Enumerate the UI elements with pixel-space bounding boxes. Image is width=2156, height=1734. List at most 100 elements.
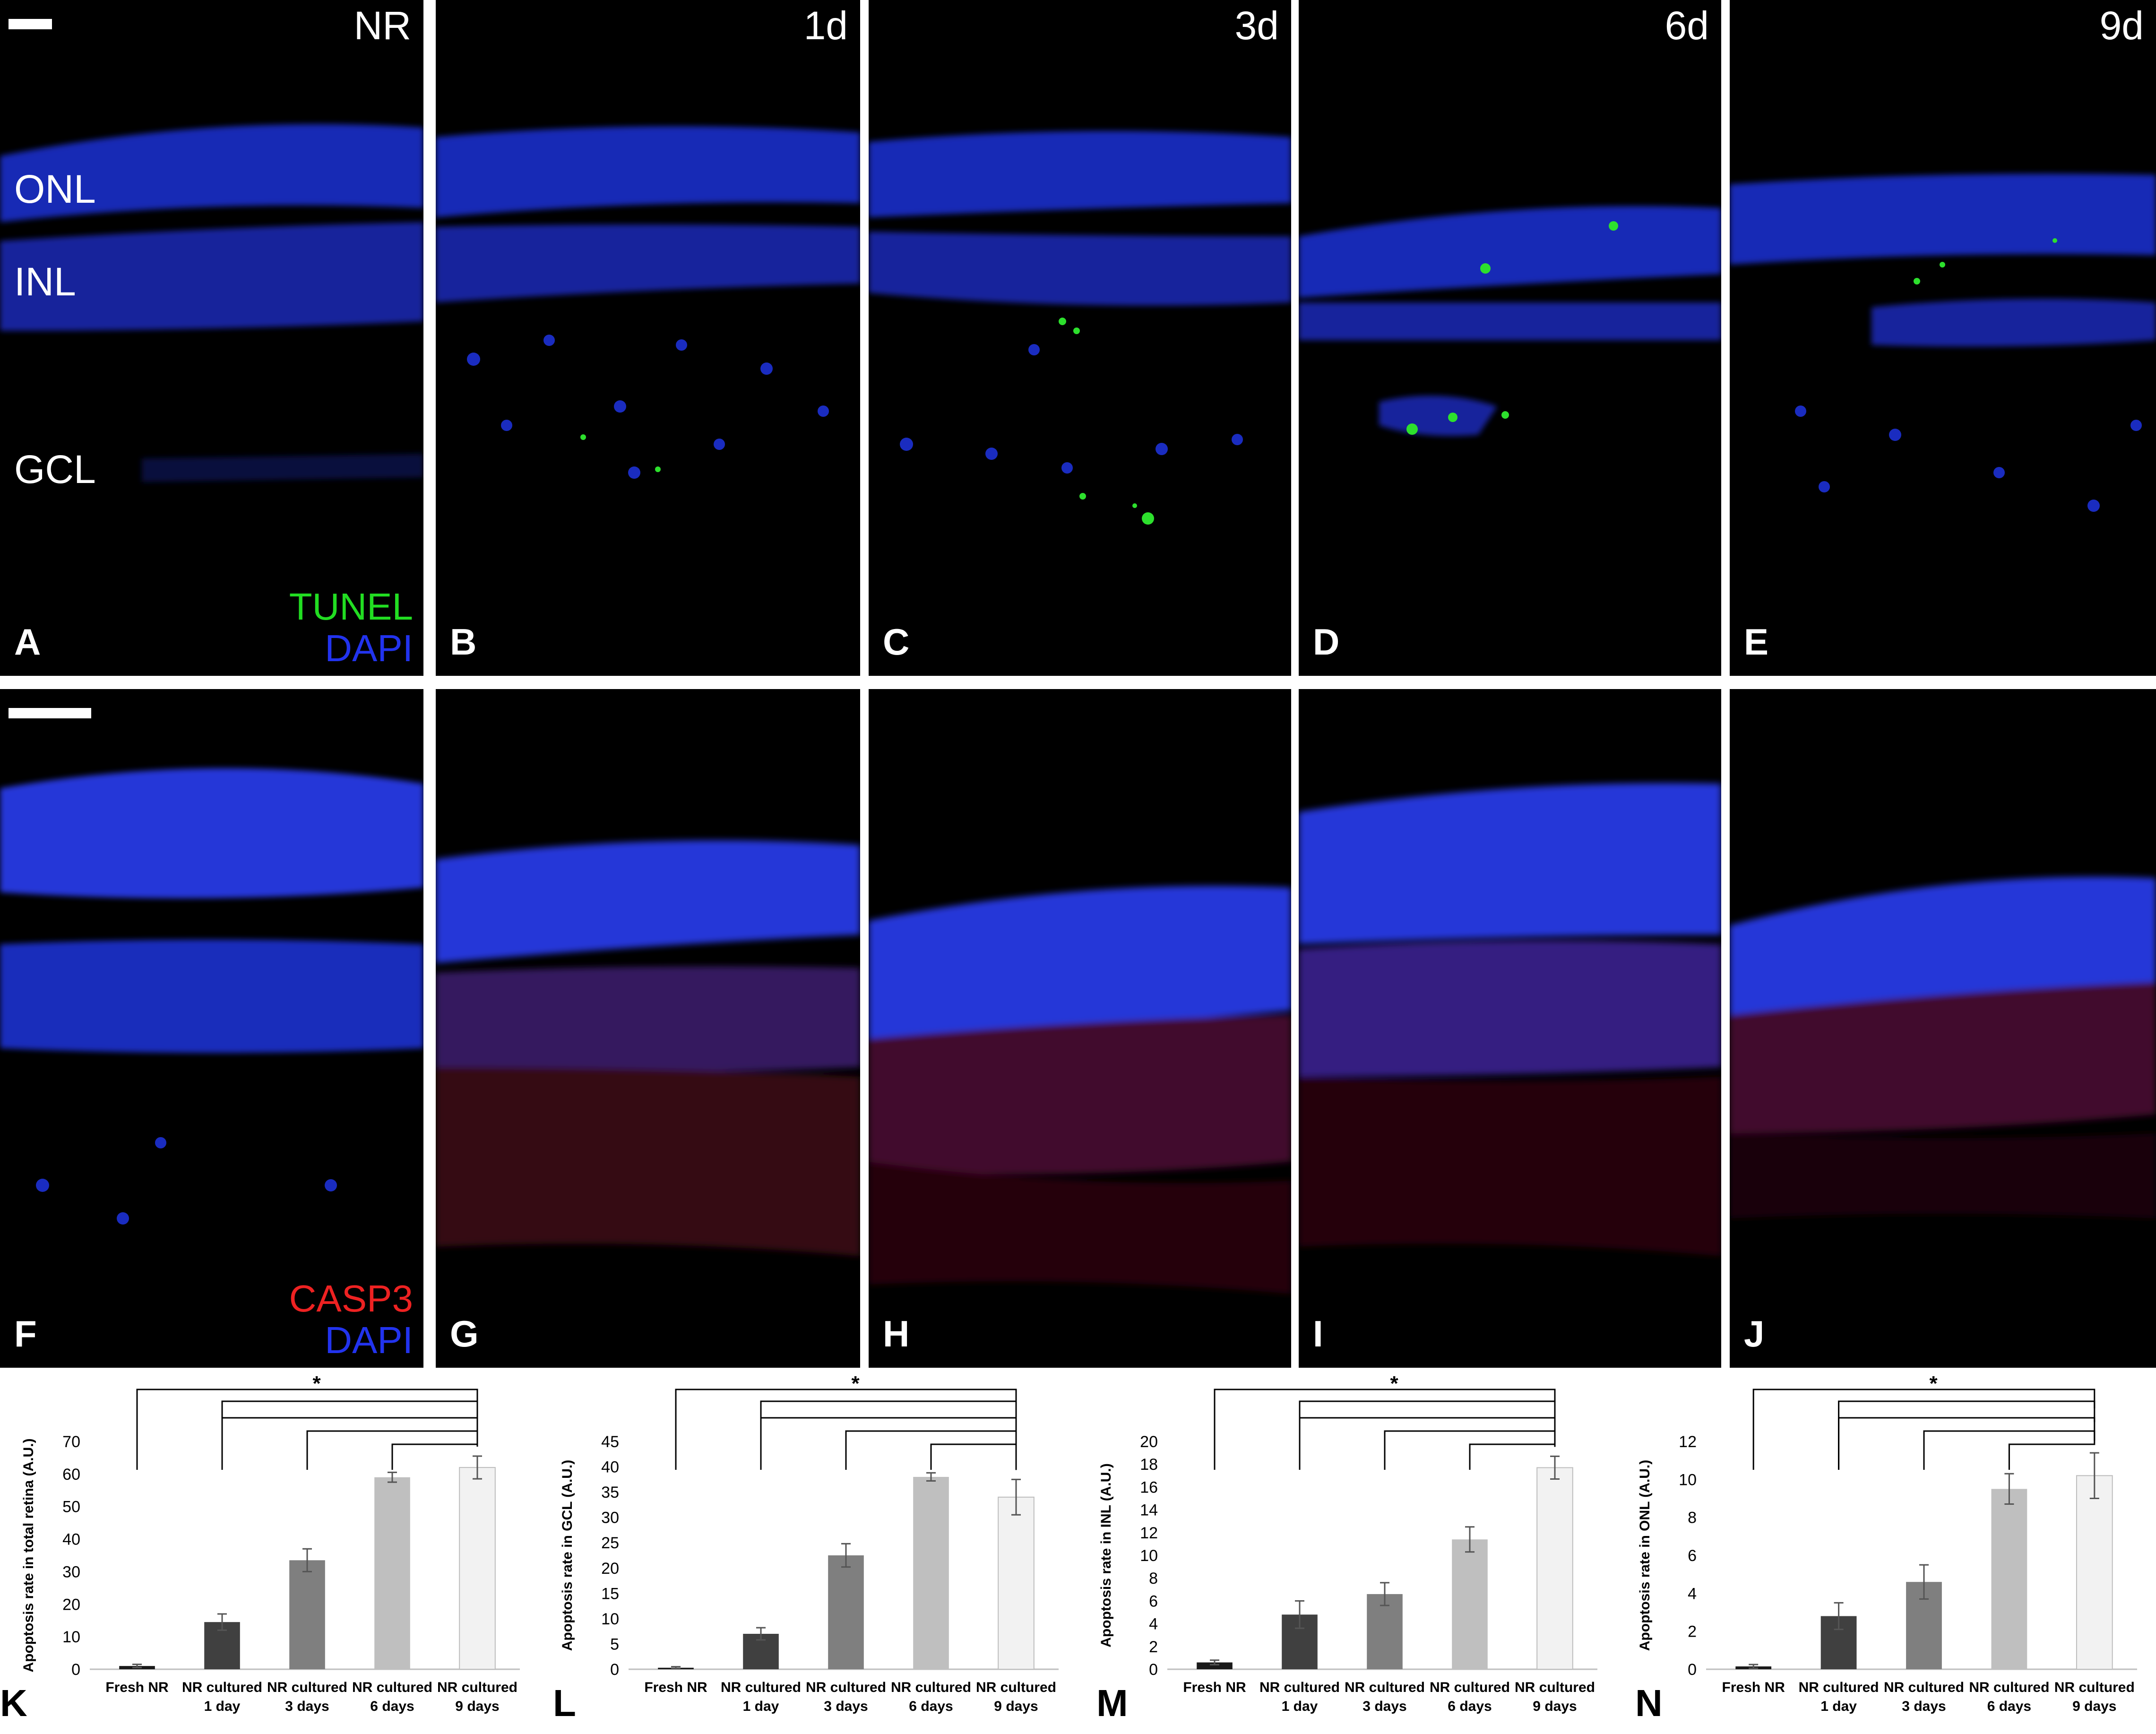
significance-bracket <box>136 1389 478 1470</box>
bar <box>374 1477 410 1669</box>
significance-marker: * <box>1390 1372 1398 1395</box>
chart-m-svg: Apoptosis rate in INL (A.U.) 0 2 4 6 8 10 12 14 1… <box>1098 1372 1597 1714</box>
significance-bracket <box>1384 1430 1556 1470</box>
y-tick-label: 6 <box>1688 1547 1697 1565</box>
bar-chart-l: Apoptosis rate in GCL (A.U.) 0 5 10 15 20 25 30… <box>539 1372 1078 1730</box>
significance-bracket <box>2008 1443 2096 1470</box>
x-tick-label: NR cultured <box>1345 1680 1425 1695</box>
x-tick-label: 1 day <box>1820 1699 1857 1714</box>
x-tick-label: 9 days <box>994 1699 1038 1714</box>
y-tick-label: 18 <box>1140 1456 1158 1474</box>
significance-bracket <box>1299 1417 1556 1470</box>
y-tick-label: 4 <box>1149 1615 1158 1633</box>
x-tick-label: 3 days <box>1902 1699 1946 1714</box>
chart-k-svg: Apoptosis rate in total retina (A.U.) 0 10… <box>21 1372 520 1714</box>
stain-label-casp3: CASP3 <box>289 1277 413 1320</box>
scale-bar <box>9 19 52 29</box>
bar-chart-n: Apoptosis rate in ONL (A.U.) 0 2 4 6 8 10 12 Fre… <box>1616 1372 2156 1730</box>
micrograph-panel-h: H <box>869 689 1291 1368</box>
stain-label-tunel: TUNEL <box>289 586 413 628</box>
bar <box>998 1496 1035 1670</box>
micrograph-panel-j: J <box>1730 689 2156 1368</box>
micrograph-panel-a: NR ONL INL GCL TUNEL DAPI A <box>0 0 423 676</box>
x-tick-label: 9 days <box>2072 1699 2116 1714</box>
x-tick-label: NR cultured <box>437 1680 517 1695</box>
significance-bracket <box>760 1400 1017 1470</box>
stain-label-dapi: DAPI <box>325 627 413 669</box>
time-label: 9d <box>2099 3 2144 48</box>
tissue-image <box>869 886 1291 1294</box>
x-tick-label: 9 days <box>455 1699 499 1714</box>
y-tick-label: 45 <box>601 1433 619 1451</box>
x-tick-label: NR cultured <box>182 1680 262 1695</box>
x-tick-label: Fresh NR <box>644 1680 707 1695</box>
x-tick-label: NR cultured <box>352 1680 432 1695</box>
bar <box>828 1555 864 1669</box>
significance-bracket <box>1752 1389 2096 1470</box>
x-tick-label: 1 day <box>743 1699 779 1714</box>
micrograph-panel-i: I <box>1299 689 1721 1368</box>
x-tick-label: 6 days <box>370 1699 414 1714</box>
significance-bracket <box>391 1443 478 1470</box>
x-tick-label: NR cultured <box>1259 1680 1340 1695</box>
y-tick-label: 0 <box>610 1661 619 1679</box>
x-tick-label: 3 days <box>1363 1699 1406 1714</box>
y-tick-label: 8 <box>1688 1509 1697 1527</box>
y-tick-label: 20 <box>62 1596 80 1613</box>
panel-letter: E <box>1744 621 1769 663</box>
x-tick-label: 6 days <box>909 1699 953 1714</box>
panel-letter: C <box>883 621 910 663</box>
bar <box>459 1467 496 1670</box>
y-tick-label: 10 <box>1679 1471 1697 1489</box>
panel-letter: M <box>1096 1682 1128 1724</box>
bar <box>1367 1594 1403 1669</box>
bar <box>1452 1539 1488 1669</box>
y-tick-label: 16 <box>1140 1478 1158 1496</box>
tissue-image <box>1730 173 2156 512</box>
panel-letter: B <box>450 621 477 663</box>
panel-letter: N <box>1635 1682 1663 1724</box>
y-axis-label: Apoptosis rate in ONL (A.U.) <box>1637 1460 1653 1651</box>
y-tick-label: 40 <box>601 1458 619 1476</box>
x-tick-label: NR cultured <box>1884 1680 1964 1695</box>
y-tick-label: 30 <box>601 1509 619 1527</box>
bar <box>1991 1489 2027 1669</box>
y-tick-label: 20 <box>601 1560 619 1578</box>
x-tick-label: NR cultured <box>1799 1680 1879 1695</box>
x-tick-label: 1 day <box>204 1699 241 1714</box>
y-tick-label: 2 <box>1688 1623 1697 1641</box>
micrograph-panel-e: 9d E <box>1730 0 2156 676</box>
tissue-image <box>0 768 423 1225</box>
bar <box>289 1560 325 1669</box>
y-tick-label: 20 <box>1140 1433 1158 1451</box>
significance-bracket <box>1299 1400 1556 1470</box>
x-tick-label: NR cultured <box>1515 1680 1595 1695</box>
y-tick-label: 0 <box>1688 1661 1697 1679</box>
significance-bracket <box>930 1443 1017 1470</box>
panel-letter: J <box>1744 1313 1765 1354</box>
significance-bracket <box>1838 1417 2096 1470</box>
time-label: 6d <box>1664 3 1709 48</box>
layer-label-onl: ONL <box>14 167 96 211</box>
x-tick-label: NR cultured <box>1969 1680 2049 1695</box>
y-tick-label: 12 <box>1679 1433 1697 1451</box>
y-tick-label: 10 <box>1140 1547 1158 1565</box>
tissue-image <box>436 840 860 1256</box>
tissue-image <box>1299 783 1721 1256</box>
x-tick-label: NR cultured <box>721 1680 801 1695</box>
x-tick-label: 1 day <box>1282 1699 1318 1714</box>
significance-bracket <box>306 1430 478 1470</box>
time-label: 3d <box>1234 3 1279 48</box>
y-tick-label: 4 <box>1688 1585 1697 1603</box>
x-tick-label: 6 days <box>1987 1699 2031 1714</box>
x-tick-label: NR cultured <box>267 1680 347 1695</box>
scale-bar <box>9 708 91 718</box>
x-tick-label: 3 days <box>824 1699 868 1714</box>
y-tick-label: 15 <box>601 1585 619 1603</box>
y-tick-label: 8 <box>1149 1570 1158 1587</box>
chart-l-svg: Apoptosis rate in GCL (A.U.) 0 5 10 15 20 25 30… <box>560 1372 1059 1714</box>
y-tick-label: 50 <box>62 1498 80 1516</box>
significance-bracket <box>221 1417 478 1470</box>
x-tick-label: NR cultured <box>1430 1680 1510 1695</box>
layer-label-gcl: GCL <box>14 447 96 492</box>
